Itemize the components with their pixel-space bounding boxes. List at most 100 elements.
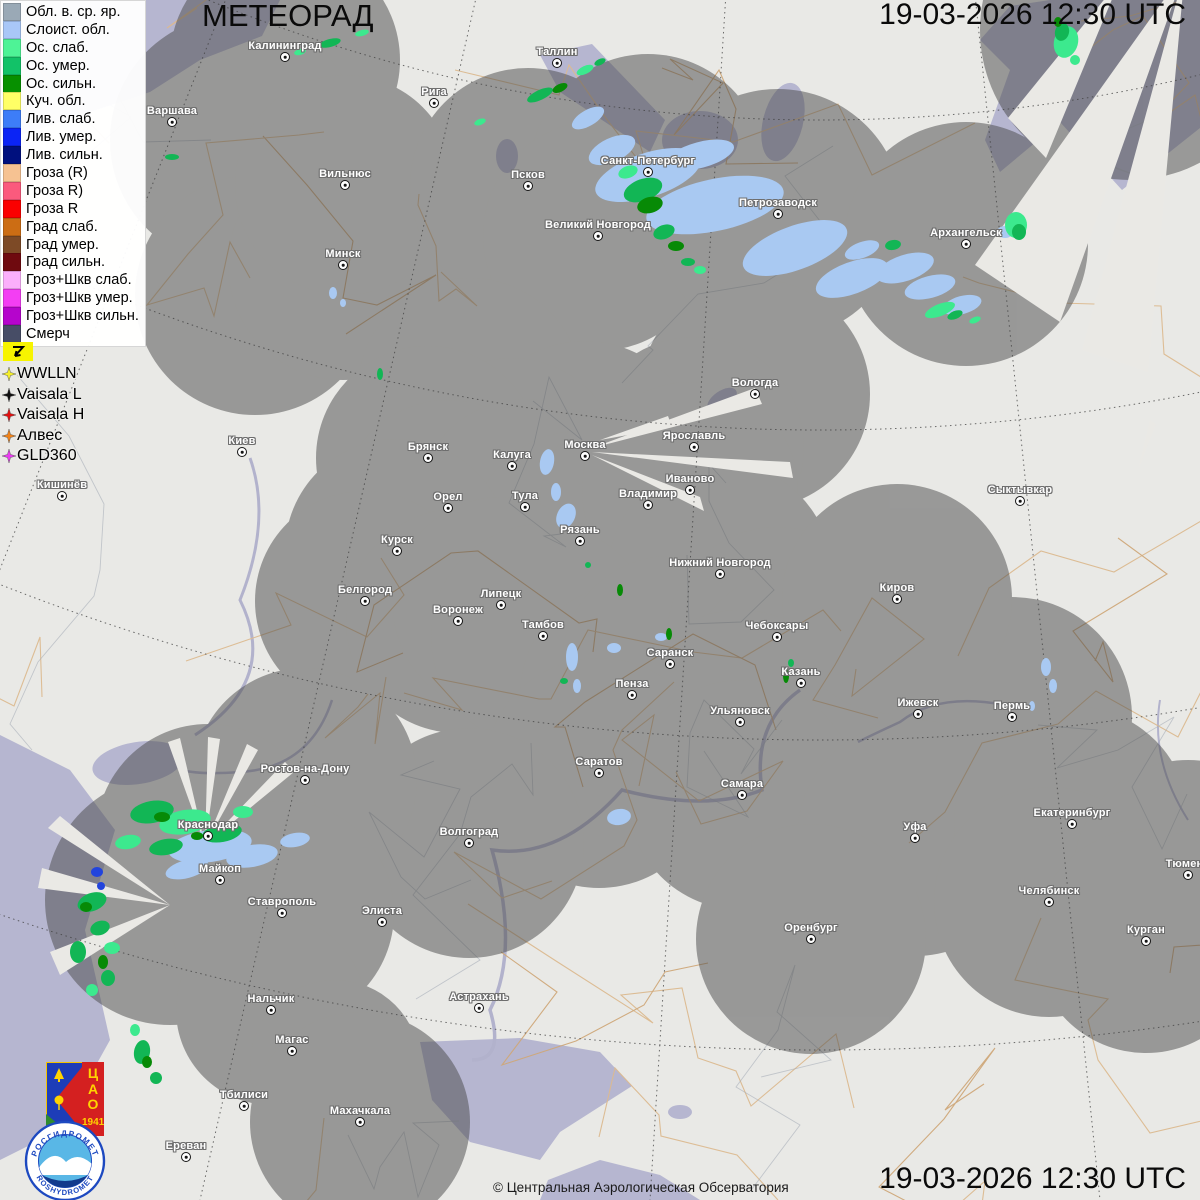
city-marker-icon [280,52,290,62]
city-label: Нижний Новгород [669,557,771,569]
lightning-source-label: Vaisala L [17,385,82,403]
city-marker-icon [287,1046,297,1056]
city-marker-icon [1007,712,1017,722]
legend-color-swatch [3,289,21,308]
city-label: Варшава [146,105,198,117]
legend-color-swatch [3,271,21,290]
legend-row: Гроз+Шкв сильн. [3,307,139,326]
city-label: Киров [879,582,915,594]
city-marker-icon [57,491,67,501]
legend-row: Гроза R [3,199,139,218]
legend-color-swatch [3,92,21,111]
legend-label: Слоист. обл. [26,21,110,38]
city-label: Псков [511,169,545,181]
legend-row: Град сильн. [3,253,139,272]
city-label: Элиста [361,905,403,917]
lightning-cross-icon [2,408,16,423]
timestamp-top: 19-03-2026 12:30 UTC [879,0,1186,31]
stratiform-echoes [165,106,1057,880]
legend-color-swatch [3,20,21,39]
city-label: Ростов-на-Дону [260,763,350,775]
city-marker-icon [1183,870,1193,880]
city-label: Волгоград [439,826,499,838]
city-marker-icon [423,453,433,463]
legend-row: Ос. умер. [3,56,139,75]
city-label: Ижевск [897,697,939,709]
legend-row: Лив. сильн. [3,146,139,165]
city-label: Воронеж [433,604,483,616]
city-marker-icon [429,98,439,108]
legend-label: Гроза (R) [26,164,88,181]
cao-abbr-text: ЦАО [87,1065,99,1112]
legend-items: Обл. в. ср. яр. Слоист. обл. Ос. слаб. О… [3,2,139,343]
legend-label: Куч. обл. [26,93,86,110]
city-marker-icon [806,934,816,944]
city-marker-icon [961,239,971,249]
city-label: Тюмень [1165,858,1200,870]
attribution: © Центральная Аэрологическая Обсерватори… [493,1180,789,1195]
shower-echoes [91,867,105,890]
lightning-arrow-icon [13,345,26,357]
city-label: Пенза [615,678,649,690]
lightning-source-row: Vaisala L [2,385,84,406]
city-marker-icon [474,1003,484,1013]
legend-color-swatch [3,74,21,93]
city-label: Киев [228,435,256,447]
legend-label: Ос. умер. [26,57,90,74]
city-marker-icon [689,442,699,452]
city-marker-icon [203,831,213,841]
city-marker-icon [627,690,637,700]
legend-color-swatch [3,163,21,182]
city-marker-icon [392,546,402,556]
lightning-cross-icon [2,367,16,382]
city-marker-icon [523,181,533,191]
legend-row: Град слаб. [3,217,139,236]
city-marker-icon [580,451,590,461]
legend-row: Куч. обл. [3,92,139,111]
legend-color-swatch [3,146,21,165]
city-label: Пермь [993,700,1031,712]
legend-row: Град умер. [3,235,139,254]
city-marker-icon [520,502,530,512]
legend-color-swatch [3,307,21,326]
legend-label: Лив. умер. [26,129,97,146]
cao-year-text: 1941 [82,1117,105,1128]
city-marker-icon [496,600,506,610]
city-label: Тбилиси [219,1089,269,1101]
heavy-rain-echoes [80,17,1062,1068]
city-label: Краснодар [177,819,239,831]
city-marker-icon [355,1117,365,1127]
city-label: Владимир [618,488,678,500]
city-marker-icon [237,447,247,457]
city-marker-icon [338,260,348,270]
legend-label: Град сильн. [26,254,106,271]
city-marker-icon [300,775,310,785]
legend-color-swatch [3,181,21,200]
city-marker-icon [796,678,806,688]
city-marker-icon [507,461,517,471]
legend-label: Град слаб. [26,218,98,235]
lightning-source-label: GLD360 [17,447,77,465]
city-label: Брянск [407,441,449,453]
city-marker-icon [377,917,387,927]
city-label: Уфа [903,821,927,833]
city-marker-icon [360,596,370,606]
city-label: Екатеринбург [1033,807,1111,819]
legend-color-swatch [3,217,21,236]
legend-row: Смерч [3,324,139,343]
city-marker-icon [643,167,653,177]
city-marker-icon [552,58,562,68]
lightning-source-label: WWLLN [17,365,77,383]
city-marker-icon [594,768,604,778]
lightning-cross-icon [2,449,16,464]
legend-color-swatch [3,235,21,254]
city-label: Вологда [731,377,779,389]
city-marker-icon [910,833,920,843]
city-label: Нальчик [247,993,295,1005]
city-label: Ульяновск [710,705,770,717]
city-marker-icon [665,659,675,669]
city-label: Санкт-Петербург [600,155,696,167]
city-label: Ереван [165,1140,207,1152]
